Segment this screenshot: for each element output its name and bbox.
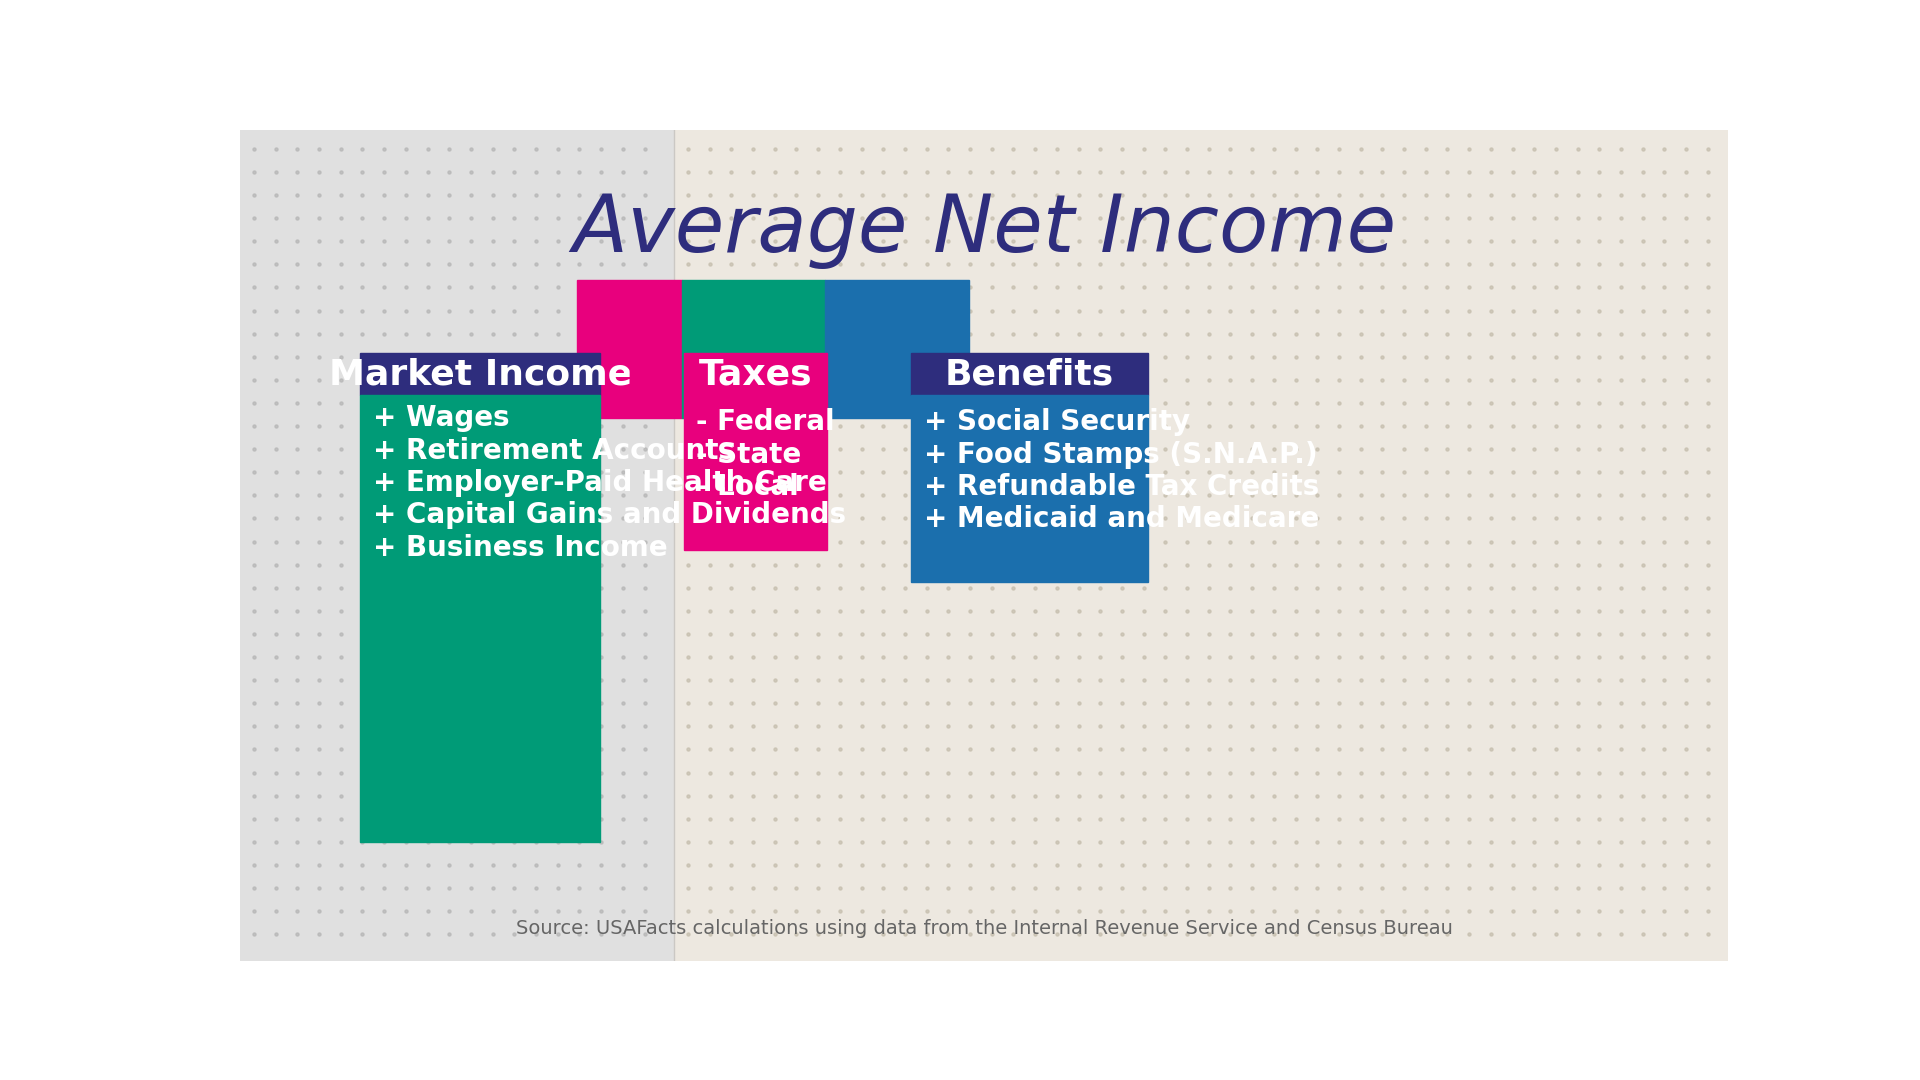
Bar <box>578 280 682 418</box>
Text: - Federal: - Federal <box>697 408 835 436</box>
Text: Average Net Income: Average Net Income <box>572 191 1396 269</box>
Text: + Business Income: + Business Income <box>372 534 666 562</box>
Bar <box>361 395 601 841</box>
Bar <box>240 130 674 961</box>
Text: - State: - State <box>697 441 803 469</box>
Text: - Local: - Local <box>697 473 799 501</box>
Bar <box>912 353 1148 395</box>
Bar <box>361 353 601 395</box>
Text: + Refundable Tax Credits: + Refundable Tax Credits <box>924 473 1319 501</box>
Bar <box>684 353 828 395</box>
Text: Market Income: Market Income <box>328 357 632 391</box>
Text: + Social Security: + Social Security <box>924 408 1190 436</box>
Text: + Capital Gains and Dividends: + Capital Gains and Dividends <box>372 501 845 529</box>
Bar <box>684 395 828 550</box>
Text: Taxes: Taxes <box>699 357 812 391</box>
Bar <box>674 130 1728 961</box>
Text: –: – <box>626 341 659 407</box>
Text: + Food Stamps (S.N.A.P.): + Food Stamps (S.N.A.P.) <box>924 441 1317 469</box>
Text: Benefits: Benefits <box>945 357 1114 391</box>
Bar <box>682 280 826 418</box>
Text: +: + <box>841 341 897 407</box>
Bar <box>912 395 1148 582</box>
Text: + Employer-Paid Health Care: + Employer-Paid Health Care <box>372 469 826 497</box>
Text: + Retirement Accounts: + Retirement Accounts <box>372 436 735 464</box>
Text: + Medicaid and Medicare: + Medicaid and Medicare <box>924 505 1319 534</box>
Text: + Wages: + Wages <box>372 404 509 432</box>
Text: Source: USAFacts calculations using data from the Internal Revenue Service and C: Source: USAFacts calculations using data… <box>516 919 1452 939</box>
Bar <box>826 280 968 418</box>
